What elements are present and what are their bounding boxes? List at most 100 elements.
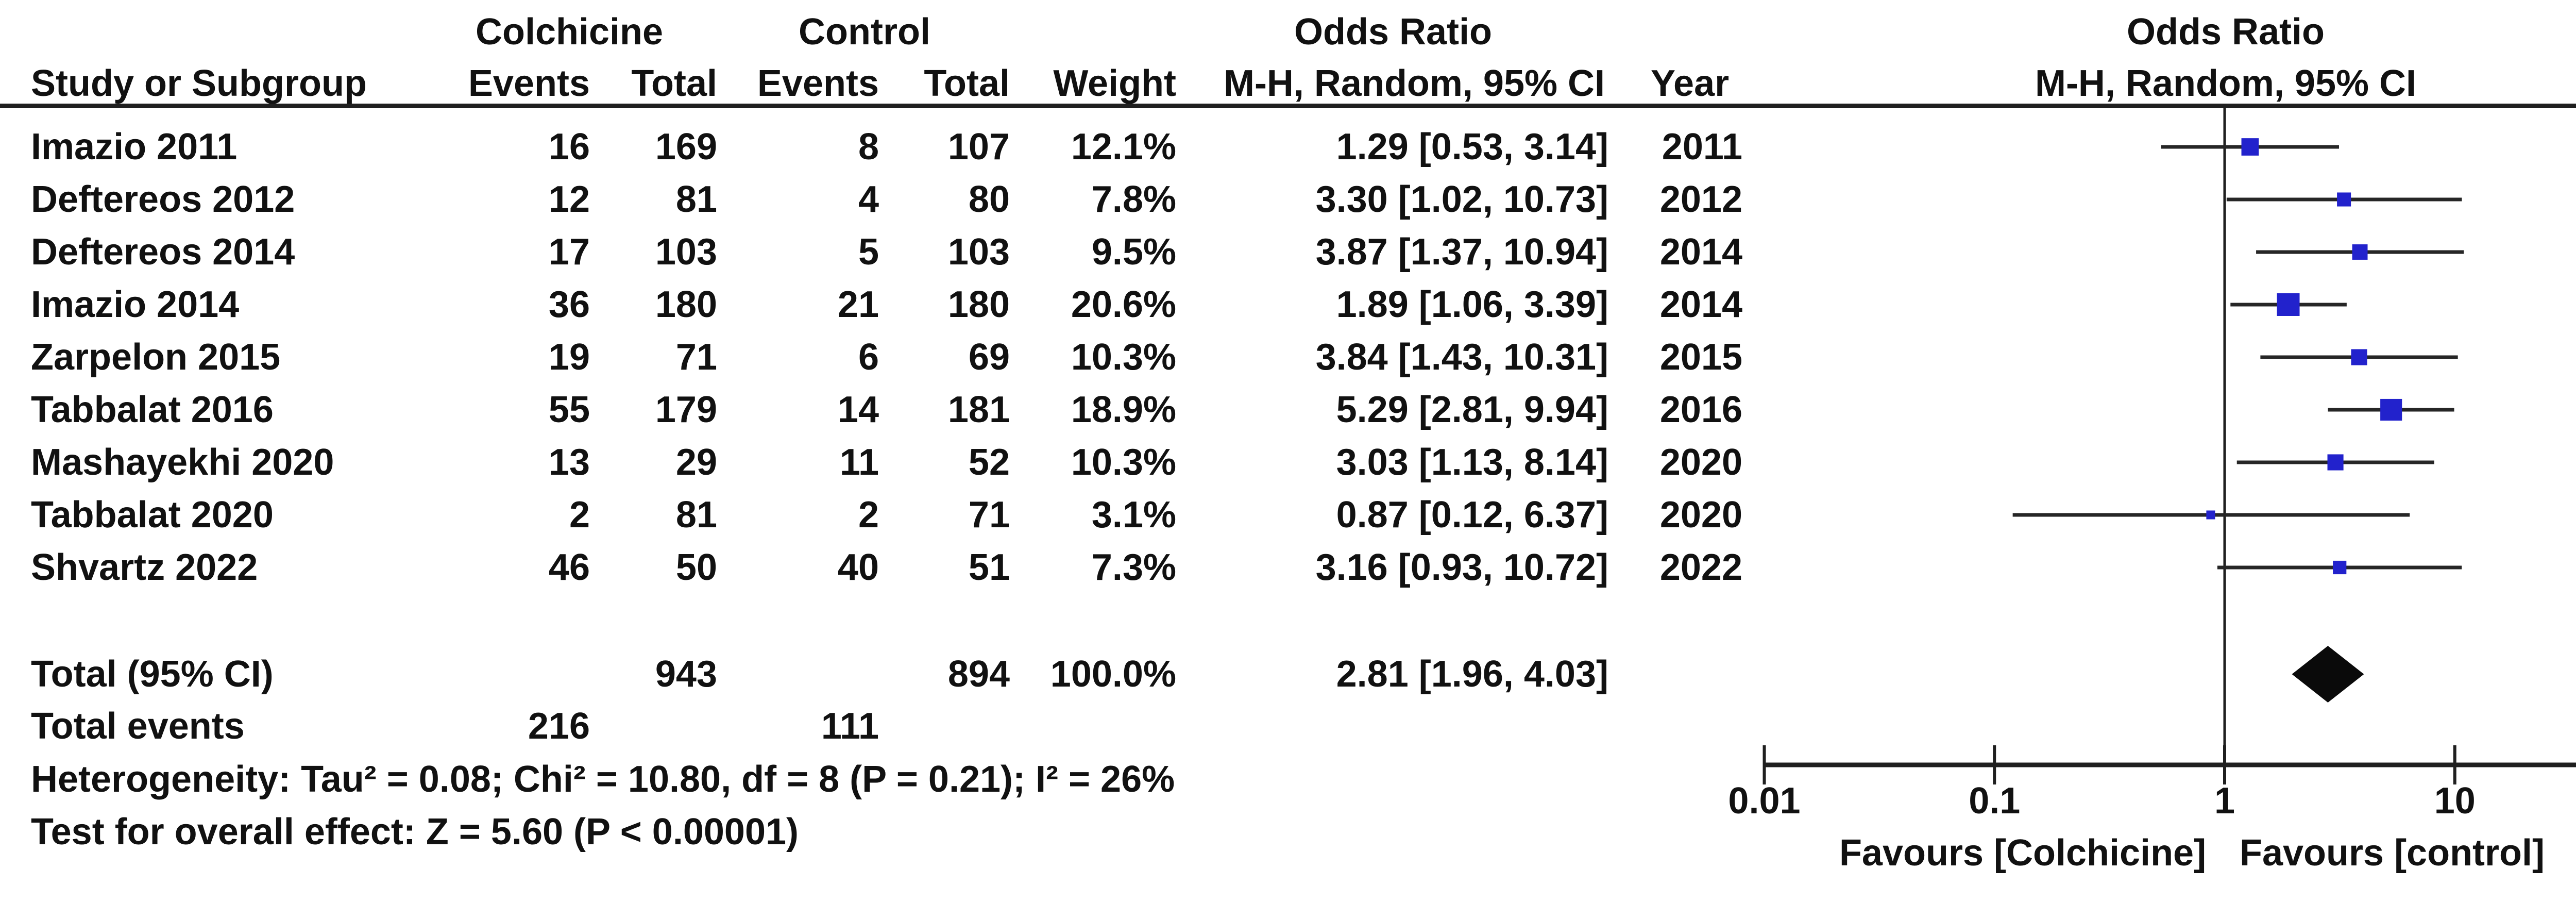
axis-tick-label: 1 xyxy=(2214,780,2235,822)
colchicine-events: 19 xyxy=(548,337,590,378)
colchicine-events: 46 xyxy=(548,547,590,588)
control-events: 2 xyxy=(858,494,879,536)
control-total: 80 xyxy=(968,179,1010,220)
control-group-header: Control xyxy=(799,11,930,53)
colchicine-events: 2 xyxy=(569,494,590,536)
favours-left-label: Favours [Colchicine] xyxy=(1839,832,2206,874)
control-events: 14 xyxy=(837,389,879,430)
colchicine-total: 81 xyxy=(675,494,717,536)
control-total: 71 xyxy=(968,494,1010,536)
study-name: Imazio 2011 xyxy=(31,126,238,168)
control-total: 51 xyxy=(968,547,1010,588)
study-name: Tabbalat 2016 xyxy=(31,389,274,430)
method-column-header: M-H, Random, 95% CI xyxy=(1223,63,1605,104)
colchicine-total-header: Total xyxy=(631,63,717,104)
weight-value: 7.3% xyxy=(1091,547,1176,588)
summary-diamond xyxy=(2292,646,2364,703)
colchicine-events: 12 xyxy=(548,179,590,220)
weight-value: 20.6% xyxy=(1071,284,1176,325)
control-events-header: Events xyxy=(757,63,879,104)
total-weight: 100.0% xyxy=(1050,654,1176,695)
or-ci-value: 3.87 [1.37, 10.94] xyxy=(1315,231,1608,273)
control-total: 180 xyxy=(947,284,1010,325)
control-total-header: Total xyxy=(924,63,1010,104)
colchicine-total: 50 xyxy=(675,547,717,588)
table-row: Imazio 2011 16 169 8 107 12.1% 1.29 [0.5… xyxy=(0,121,2576,173)
heterogeneity-row: Heterogeneity: Tau² = 0.08; Chi² = 10.80… xyxy=(0,753,2576,806)
table-row: Deftereos 2012 12 81 4 80 7.8% 3.30 [1.0… xyxy=(0,173,2576,226)
forest-plot-area: 0.010.1110100Favours [Colchicine]Favours… xyxy=(1700,102,2576,902)
table-row: Tabbalat 2016 55 179 14 181 18.9% 5.29 [… xyxy=(0,383,2576,436)
colchicine-events: 16 xyxy=(548,126,590,168)
or-ci-value: 3.16 [0.93, 10.72] xyxy=(1315,547,1608,588)
control-events: 8 xyxy=(858,126,879,168)
table-row: Shvartz 2022 46 50 40 51 7.3% 3.16 [0.93… xyxy=(0,541,2576,594)
colchicine-total: 71 xyxy=(675,337,717,378)
year-value: 2016 xyxy=(1659,389,1742,430)
colchicine-total: 81 xyxy=(675,179,717,220)
colchicine-events: 36 xyxy=(548,284,590,325)
forest-plot-svg: 0.010.1110100Favours [Colchicine]Favours… xyxy=(1728,105,2576,874)
table-row: Imazio 2014 36 180 21 180 20.6% 1.89 [1.… xyxy=(0,278,2576,331)
study-name: Shvartz 2022 xyxy=(31,547,258,588)
or-ci-value: 1.89 [1.06, 3.39] xyxy=(1336,284,1608,325)
study-column-header: Study or Subgroup xyxy=(31,63,367,104)
total-label: Total (95% CI) xyxy=(31,654,274,695)
control-total: 103 xyxy=(947,231,1010,273)
or-ci-value: 3.30 [1.02, 10.73] xyxy=(1315,179,1608,220)
year-value: 2022 xyxy=(1659,547,1742,588)
total-or-ci: 2.81 [1.96, 4.03] xyxy=(1336,654,1608,695)
weight-value: 7.8% xyxy=(1091,179,1176,220)
colchicine-total: 180 xyxy=(655,284,717,325)
or-square xyxy=(2241,138,2259,156)
table-row: Deftereos 2014 17 103 5 103 9.5% 3.87 [1… xyxy=(0,226,2576,278)
or-ci-value: 0.87 [0.12, 6.37] xyxy=(1336,494,1608,536)
control-grand-total: 894 xyxy=(947,654,1010,695)
table-row: Tabbalat 2020 2 81 2 71 3.1% 0.87 [0.12,… xyxy=(0,489,2576,541)
study-name: Tabbalat 2020 xyxy=(31,494,274,536)
or-ci-value: 1.29 [0.53, 3.14] xyxy=(1336,126,1608,168)
control-events: 11 xyxy=(839,442,879,483)
axis-tick-label: 0.01 xyxy=(1728,780,1800,822)
overall-effect-text: Test for overall effect: Z = 5.60 (P < 0… xyxy=(31,811,799,853)
or-square xyxy=(2206,510,2215,520)
control-total: 107 xyxy=(947,126,1010,168)
study-name: Imazio 2014 xyxy=(31,284,240,325)
weight-value: 18.9% xyxy=(1071,389,1176,430)
study-name: Deftereos 2014 xyxy=(31,231,295,273)
year-value: 2011 xyxy=(1662,126,1742,168)
total-events-row: Total events 216 111 xyxy=(0,700,2576,753)
weight-column-header: Weight xyxy=(1053,63,1176,104)
or-ci-value: 3.84 [1.43, 10.31] xyxy=(1315,337,1608,378)
study-name: Deftereos 2012 xyxy=(31,179,295,220)
total-row: Total (95% CI) 943 894 100.0% 2.81 [1.96… xyxy=(0,648,2576,700)
axis-tick-label: 0.1 xyxy=(1969,780,2020,822)
year-value: 2014 xyxy=(1659,284,1742,325)
colchicine-total: 103 xyxy=(655,231,717,273)
year-value: 2020 xyxy=(1659,442,1742,483)
or-square xyxy=(2351,349,2367,365)
favours-right-label: Favours [control] xyxy=(2240,832,2545,874)
or-ci-value: 5.29 [2.81, 9.94] xyxy=(1336,389,1608,430)
study-name: Mashayekhi 2020 xyxy=(31,442,334,483)
colchicine-events: 55 xyxy=(548,389,590,430)
weight-value: 10.3% xyxy=(1071,442,1176,483)
weight-value: 12.1% xyxy=(1071,126,1176,168)
or-square xyxy=(2277,293,2300,316)
overall-effect-row: Test for overall effect: Z = 5.60 (P < 0… xyxy=(0,806,2576,858)
control-events: 40 xyxy=(837,547,879,588)
colchicine-events-header: Events xyxy=(468,63,590,104)
year-value: 2012 xyxy=(1659,179,1742,220)
control-total: 69 xyxy=(968,337,1010,378)
colchicine-total: 29 xyxy=(675,442,717,483)
control-events: 4 xyxy=(858,179,879,220)
axis-tick-label: 10 xyxy=(2434,780,2476,822)
or-square xyxy=(2327,454,2344,471)
year-value: 2014 xyxy=(1659,231,1742,273)
total-events-label: Total events xyxy=(31,706,245,747)
weight-value: 10.3% xyxy=(1071,337,1176,378)
colchicine-total: 179 xyxy=(655,389,717,430)
table-row: Mashayekhi 2020 13 29 11 52 10.3% 3.03 [… xyxy=(0,436,2576,489)
heterogeneity-text: Heterogeneity: Tau² = 0.08; Chi² = 10.80… xyxy=(31,759,1175,800)
